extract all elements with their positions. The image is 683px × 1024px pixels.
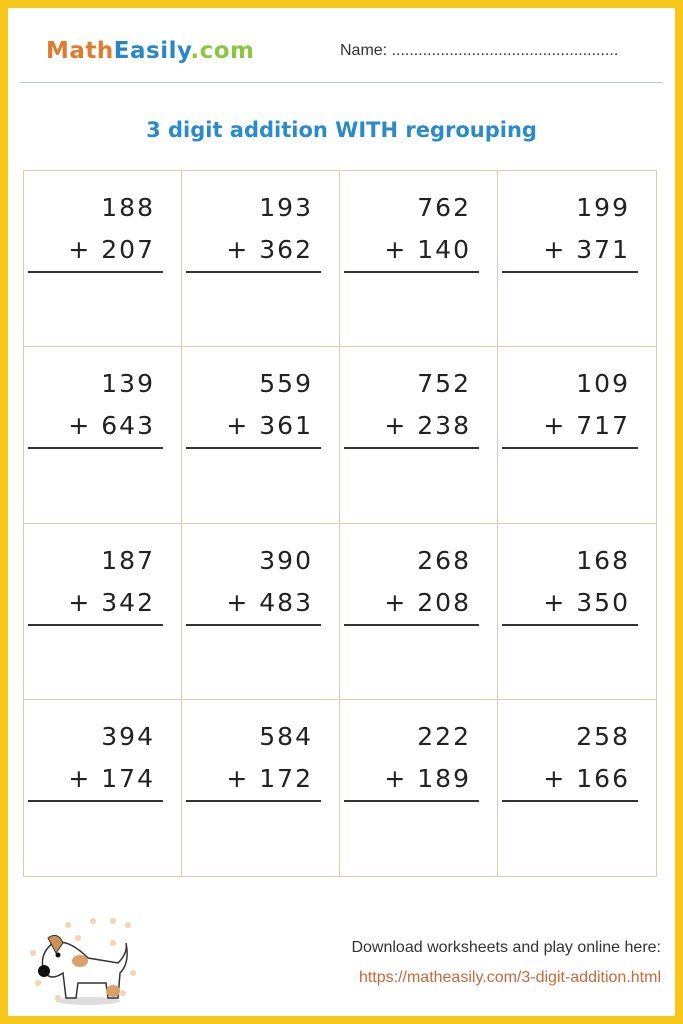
answer-line [186,447,321,450]
problem-cell: 390 + 483 [182,523,340,700]
worksheet-url[interactable]: https://matheasily.com/3-digit-addition.… [358,969,661,986]
logo-math: Math [46,38,114,64]
problem-cell: 187 + 342 [24,523,182,700]
answer-line [186,271,321,273]
addend-bottom: + 483 [226,587,313,617]
addend-bottom: + 208 [384,587,471,617]
addend-top: 390 [259,545,313,575]
addend-top: 139 [101,369,155,399]
addend-bottom: + 361 [226,411,313,441]
addend-bottom: + 174 [68,763,155,793]
answer-line [344,447,479,450]
problem-cell: 584 + 172 [182,699,340,876]
addend-top: 268 [417,545,471,575]
addend-top: 168 [576,545,630,575]
addend-bottom: + 166 [543,763,630,793]
problem-cell: 559 + 361 [182,347,340,524]
addend-bottom: + 362 [226,235,313,264]
answer-line [186,623,321,626]
addend-bottom: + 371 [543,235,630,264]
addend-bottom: + 342 [68,587,155,617]
addend-top: 193 [259,193,313,222]
name-field: Name: ..................................… [340,42,619,59]
answer-line [344,799,479,802]
addend-top: 762 [417,193,471,222]
addend-bottom: + 207 [68,235,155,264]
addend-top: 559 [259,369,313,399]
addend-bottom: + 238 [384,411,471,441]
logo-easily: Easily [113,38,191,64]
addend-top: 199 [576,193,630,222]
answer-line [344,271,479,273]
answer-line [28,271,163,273]
problem-cell: 188 + 207 [24,171,182,348]
problem-cell: 762 + 140 [340,171,498,348]
answer-line [502,623,638,626]
addend-top: 394 [101,721,155,751]
problem-cell: 109 + 717 [498,347,656,524]
addend-top: 258 [576,721,630,751]
dog-icon [30,918,136,1005]
addend-top: 187 [101,545,155,575]
logo-com: .com [190,38,255,64]
problem-grid: 188 + 207 193 + 362 762 + 140 199 + 371 … [23,170,657,877]
problem-cell: 168 + 350 [498,524,656,700]
problem-cell: 258 + 166 [498,700,656,876]
addend-top: 222 [417,721,471,751]
answer-line [28,447,163,450]
problem-cell: 268 + 208 [340,523,498,700]
problem-cell: 394 + 174 [24,699,182,876]
answer-line [502,447,638,450]
logo: MathEasily.com [46,38,255,64]
addend-top: 188 [101,193,155,222]
addend-bottom: + 717 [543,411,630,441]
addend-top: 584 [259,721,313,751]
answer-line [28,623,163,626]
problem-cell: 199 + 371 [498,171,656,348]
addend-top: 109 [576,369,630,399]
problem-cell: 752 + 238 [340,347,498,524]
answer-line [186,799,321,802]
addend-top: 752 [417,369,471,399]
addend-bottom: + 643 [68,411,155,441]
answer-line [502,799,638,802]
problem-cell: 193 + 362 [182,171,340,348]
answer-line [28,799,163,802]
addend-bottom: + 140 [384,235,471,264]
addend-bottom: + 350 [543,587,630,617]
answer-line [502,271,638,273]
worksheet-page: MathEasily.com Name: ...................… [8,8,675,1016]
addend-bottom: + 189 [384,763,471,793]
download-text: Download worksheets and play online here… [351,939,661,956]
worksheet-title: 3 digit addition WITH regrouping [146,118,537,142]
answer-line [344,623,479,626]
header-divider [20,82,662,83]
problem-cell: 222 + 189 [340,699,498,876]
problem-cell: 139 + 643 [24,347,182,524]
addend-bottom: + 172 [226,763,313,793]
